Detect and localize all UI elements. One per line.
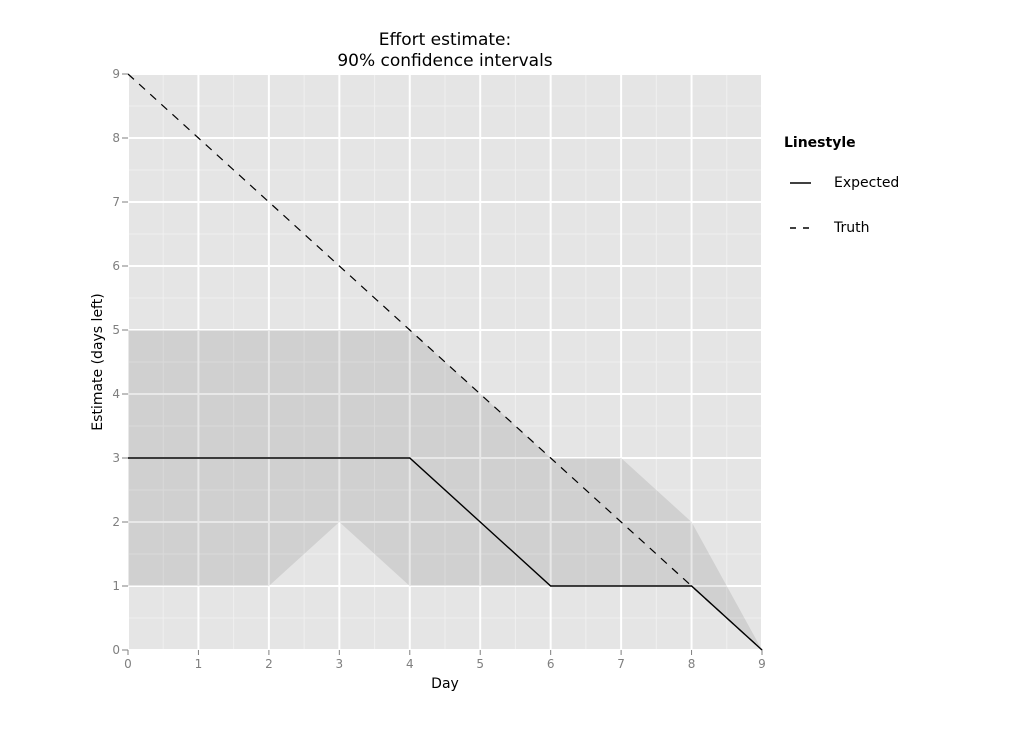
- svg-text:8: 8: [112, 131, 120, 145]
- solid-line-icon: [790, 182, 811, 184]
- svg-text:3: 3: [336, 657, 344, 671]
- svg-text:5: 5: [476, 657, 484, 671]
- major-gridlines: [127, 73, 763, 651]
- svg-text:2: 2: [265, 657, 273, 671]
- x-axis: 0 1 2 3 4 5 6 7 8 9: [124, 650, 766, 671]
- y-axis: 0 1 2 3 4 5 6 7 8 9: [112, 67, 128, 657]
- legend-title: Linestyle: [784, 135, 856, 151]
- svg-text:0: 0: [112, 643, 120, 657]
- svg-text:4: 4: [406, 657, 414, 671]
- svg-text:9: 9: [112, 67, 120, 81]
- svg-text:0: 0: [124, 657, 132, 671]
- svg-text:6: 6: [112, 259, 120, 273]
- svg-text:7: 7: [112, 195, 120, 209]
- dashed-line-icon: [790, 227, 811, 229]
- svg-text:1: 1: [112, 579, 120, 593]
- svg-text:1: 1: [195, 657, 203, 671]
- svg-text:3: 3: [112, 451, 120, 465]
- svg-text:2: 2: [112, 515, 120, 529]
- chart-title: Effort estimate: 90% confidence interval…: [128, 30, 762, 72]
- legend-label: Expected: [834, 175, 900, 191]
- legend-label: Truth: [834, 220, 870, 236]
- svg-text:8: 8: [688, 657, 696, 671]
- svg-text:5: 5: [112, 323, 120, 337]
- y-axis-label: Estimate (days left): [90, 293, 106, 431]
- chart-title-line-1: Effort estimate:: [378, 30, 512, 50]
- truth-line: [127, 73, 763, 651]
- minor-gridlines: [128, 74, 762, 650]
- svg-text:6: 6: [547, 657, 555, 671]
- svg-text:4: 4: [112, 387, 120, 401]
- expected-line: [128, 457, 763, 651]
- svg-text:7: 7: [617, 657, 625, 671]
- chart-title-line-2: 90% confidence intervals: [337, 51, 553, 71]
- x-axis-label: Day: [431, 676, 459, 692]
- svg-text:9: 9: [758, 657, 766, 671]
